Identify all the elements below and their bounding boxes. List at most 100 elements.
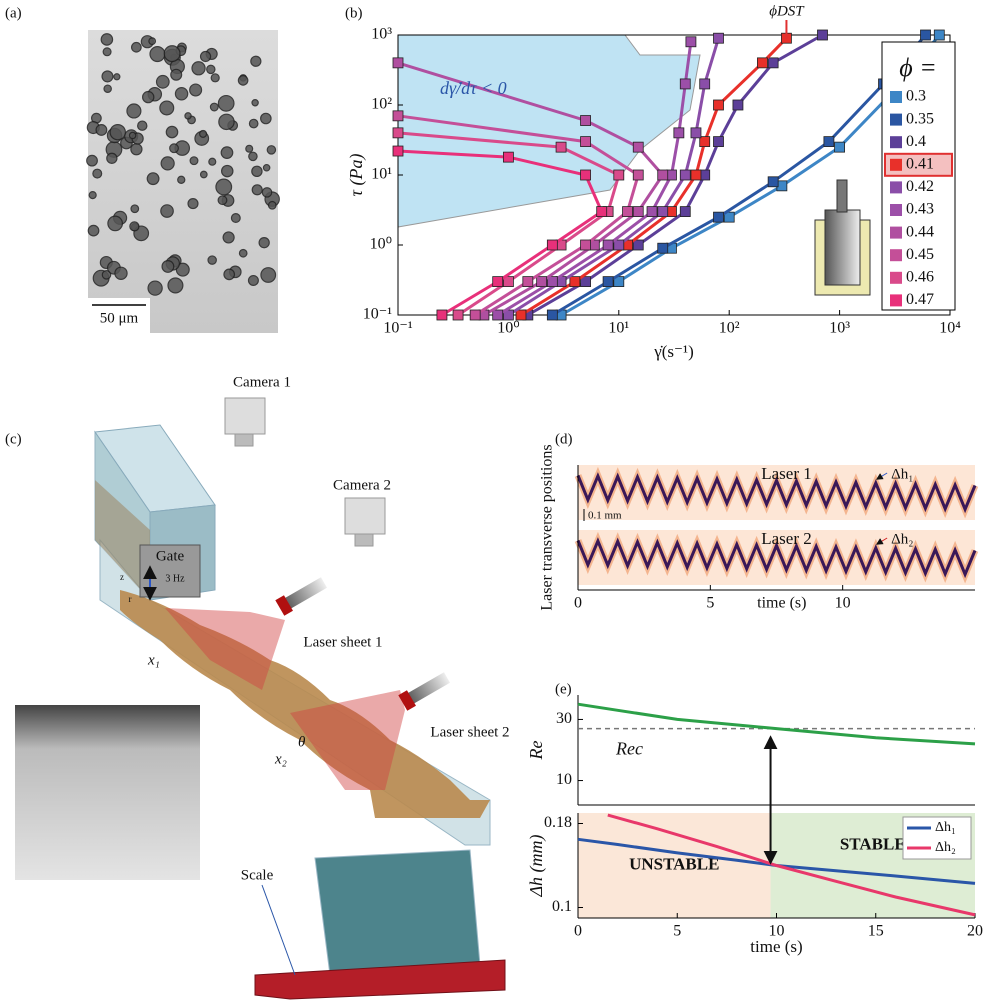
inset-photo	[15, 705, 200, 880]
particle	[250, 55, 262, 67]
scale-base	[254, 959, 506, 1000]
particle	[208, 157, 217, 166]
strip-label: Laser 1	[761, 464, 812, 483]
legend-label: 0.47	[906, 291, 934, 308]
particle	[165, 125, 179, 139]
data-marker	[452, 309, 464, 321]
x-tick-label: 10⁰	[497, 320, 519, 337]
region-label: UNSTABLE	[629, 854, 719, 873]
data-marker	[546, 239, 558, 251]
x-tick-label: 0	[574, 923, 582, 940]
data-marker	[502, 151, 514, 163]
particle	[87, 224, 100, 237]
camera-label: Camera 1	[233, 374, 291, 390]
reference-label: Rec	[615, 739, 643, 759]
rheometer-bob	[824, 209, 861, 286]
laser-head	[275, 595, 293, 616]
strip-label: Laser 2	[761, 529, 812, 548]
camera-lens	[234, 433, 254, 447]
particle	[147, 280, 163, 296]
series-line	[577, 702, 976, 746]
particle	[251, 99, 259, 107]
laser-body	[282, 577, 327, 611]
particle	[238, 248, 248, 258]
legend-label: 0.41	[906, 155, 934, 172]
particle	[237, 75, 249, 86]
particle	[88, 190, 97, 200]
particle	[114, 266, 128, 280]
interface-trace	[576, 537, 977, 579]
y-axis-label: Laser transverse positions	[539, 444, 556, 610]
data-marker	[602, 239, 614, 251]
region	[578, 813, 771, 918]
x-axis-label: γ̇(s⁻¹)	[653, 342, 694, 361]
tank-fill	[95, 480, 150, 600]
legend-label: 0.3	[906, 88, 926, 105]
x-axis-label: time (s)	[750, 937, 802, 956]
particle	[245, 144, 254, 153]
particle	[103, 84, 112, 94]
data-marker	[536, 276, 548, 288]
legend: Δh₁ Δh₂	[902, 816, 972, 860]
series-line	[397, 61, 665, 317]
data-marker	[613, 239, 625, 251]
data-marker	[673, 127, 685, 139]
particle	[217, 94, 235, 112]
rheometer-shaft	[836, 179, 848, 213]
particle	[266, 145, 277, 155]
particle	[189, 83, 203, 97]
particle	[170, 68, 183, 81]
particle	[109, 124, 126, 141]
data-marker	[546, 309, 558, 321]
amplitude-label: Δh₁	[891, 466, 913, 482]
data-marker	[436, 309, 448, 321]
data-marker	[632, 206, 644, 218]
legend-swatch	[890, 294, 902, 307]
data-marker	[469, 309, 481, 321]
particle	[95, 124, 108, 136]
panel-label: (d)	[555, 431, 573, 447]
data-marker	[690, 169, 702, 181]
y-tick-label: 0.1	[552, 898, 572, 915]
legend-swatch	[890, 113, 902, 126]
data-marker	[502, 276, 514, 288]
x-tick-label: 10	[835, 595, 851, 612]
x-axis-label: time (s)	[757, 595, 806, 612]
particle	[267, 200, 277, 210]
particle	[251, 184, 263, 196]
particle	[221, 164, 234, 178]
particle	[167, 277, 184, 294]
particle	[161, 260, 175, 273]
data-marker	[632, 141, 644, 153]
x-tick-label: 10	[769, 923, 785, 940]
unstable-region	[397, 34, 701, 228]
laser-1	[275, 577, 327, 616]
laser-label: Laser sheet 2	[430, 724, 509, 740]
particle	[207, 255, 217, 265]
data-marker	[580, 169, 591, 181]
legend-label: 0.46	[906, 268, 934, 285]
particle	[220, 146, 234, 159]
particle	[217, 195, 228, 206]
particle	[247, 274, 259, 286]
particle	[222, 231, 235, 244]
legend-swatch	[890, 181, 902, 194]
particle	[137, 120, 148, 131]
legend-swatch	[890, 91, 902, 103]
y-axis-label: Δh (mm)	[526, 834, 547, 897]
particle	[199, 50, 212, 63]
data-marker	[834, 141, 845, 153]
y-tick-label: 10²	[371, 96, 392, 113]
data-marker	[732, 99, 744, 111]
data-marker	[522, 276, 534, 288]
data-marker	[596, 206, 608, 218]
scale-box	[88, 298, 150, 333]
particle	[102, 47, 112, 57]
laser-body	[405, 672, 450, 706]
particle	[142, 90, 155, 104]
legend-swatch	[890, 226, 902, 239]
data-marker	[713, 211, 724, 223]
data-marker	[699, 136, 711, 148]
data-marker	[492, 276, 504, 288]
